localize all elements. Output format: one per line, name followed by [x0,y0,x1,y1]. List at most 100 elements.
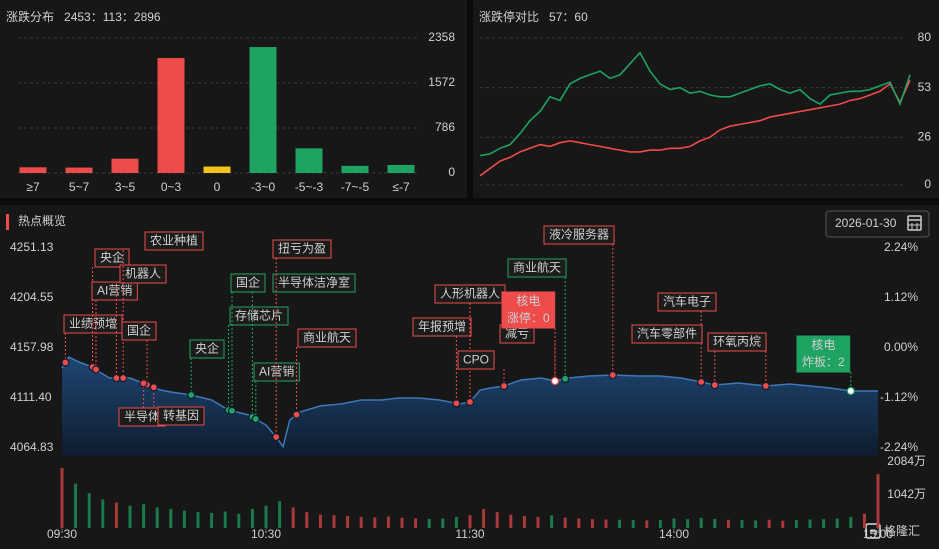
volume-bar [645,520,649,528]
annotation-label: 央企 [100,250,124,265]
annotation-label: 商业航天 [303,330,351,345]
annotation-tag [229,306,289,326]
volume-bar [169,508,173,528]
annotation-label: 机器人 [125,267,161,281]
volume-tick-label: 1042万 [887,487,926,501]
y-tick-label: 786 [435,120,455,134]
annotation-dot [251,414,260,424]
y-tick-label: 0 [924,177,931,191]
annotation-dot [550,376,560,386]
summary-value: 113 [103,10,122,24]
volume-bar [849,516,853,528]
volume-bar [563,517,567,528]
summary-value: 57 [549,10,563,24]
y-tick-label: 53 [918,80,932,94]
annotation-tag [457,350,495,370]
date-picker[interactable] [825,210,930,238]
y2-tick-label: 2.24% [884,240,918,254]
calendar-icon[interactable] [907,215,922,231]
annotation-label: 汽车零部件 [637,326,697,341]
series-line [479,79,911,177]
summary-separator: ： [91,10,103,24]
annotation-tag [631,324,703,344]
annotation-dot [61,358,70,367]
annotation-dot [697,377,706,387]
volume-bar [822,519,826,528]
volume-bar [210,512,214,528]
annotation-label: 汽车电子 [663,294,711,309]
annotation-dot [499,381,509,391]
annotation-tag [297,328,357,348]
annotation-dot [465,397,475,407]
annotation-tag [119,264,167,284]
volume-bar [835,518,839,528]
price-area [62,357,878,456]
annotation-label: 核电 [811,338,835,352]
y2-tick-label: -1.12% [880,390,918,404]
bar [65,167,93,173]
annotation-dot [272,432,281,442]
annotation-label: 转基因 [163,408,199,423]
volume-bar [536,516,540,528]
volume-bar [726,519,730,528]
volume-bar [223,511,227,528]
volume-bar [278,501,282,528]
x-tick-label: 14:00 [659,527,689,541]
annotation-tag [189,339,225,359]
summary-value: 60 [574,10,588,24]
y-tick-label: 4064.83 [10,440,54,454]
y-tick-label: 1572 [428,75,455,89]
volume-bar [631,520,635,528]
annotation-dot [112,373,121,383]
x-tick-label: 11:30 [455,527,484,541]
panel-title: 涨跌分布 [6,9,54,24]
annotation-label: 农业种植 [150,233,198,248]
volume-bar [699,517,703,528]
annotation-detail: 涨停：0 [507,310,550,325]
annotation-label: 国企 [236,275,260,290]
annotation-tag [412,317,472,337]
annotation-tag [707,332,767,352]
volume-bar [60,467,64,528]
annotation-tag [121,321,157,341]
annotation-tag [543,225,615,245]
volume-bar [767,519,771,528]
x-tick-label: 15:00 [863,527,893,541]
volume-bar [237,513,241,528]
annotation-tag [507,258,567,278]
volume-bar [359,516,363,528]
panel-title: 涨跌停对比 [479,9,539,24]
annotation-tag [94,248,130,268]
summary-separator: ： [562,10,574,24]
y2-tick-label: 0.00% [884,340,918,354]
x-tick-label: -3~0 [251,180,276,194]
volume-bar [754,520,758,528]
volume-bar [373,517,377,528]
volume-bar [114,502,118,528]
bar [157,58,185,174]
annotation-dot [119,373,128,383]
y-tick-label: 2358 [428,30,455,44]
date-value: 2026-01-30 [835,216,897,230]
y2-tick-label: -2.24% [880,440,918,454]
annotation-tag [144,231,204,251]
bar [387,164,415,173]
y-tick-label: 26 [918,129,932,143]
annotation-dot [561,374,570,383]
volume-bar [414,518,418,528]
y-tick-label: 4204.55 [10,290,54,304]
volume-bar [482,508,486,528]
volume-bar [182,510,186,528]
annotation-label: 半导体洁净室 [278,275,350,290]
panel-limit [473,0,939,198]
bar [295,148,323,173]
annotation-label: 半导体 [124,410,160,424]
annotation-label: 液冷服务器 [549,227,609,242]
annotation-dot [710,380,719,390]
volume-bar [781,520,785,528]
volume-bar [441,518,445,528]
annotation-label: 核电 [516,294,540,308]
annotation-dot [452,399,461,408]
volume-bar [794,520,798,528]
volume-bar [590,519,594,528]
